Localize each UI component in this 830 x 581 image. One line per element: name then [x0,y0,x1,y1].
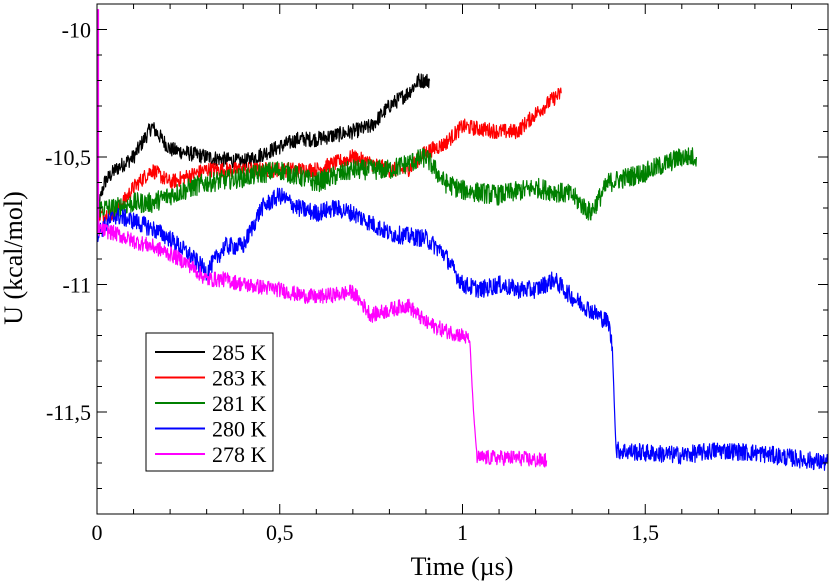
series-line-280-K [97,187,828,471]
x-tick-label: 0,5 [266,520,294,545]
legend-label: 285 K [212,340,267,365]
y-tick-label: -11,5 [46,400,91,425]
series-line-281-K [97,147,698,221]
x-tick-label: 1 [457,520,468,545]
legend-label: 280 K [212,417,267,442]
legend-label: 278 K [212,442,267,467]
y-tick-label: -11 [62,273,91,298]
series-layer [97,9,828,471]
plot-area [97,9,828,471]
series-line-283-K [97,87,562,223]
x-tick-label: 0 [92,520,103,545]
series-line-285-K [97,73,431,215]
series-line-278-K [97,221,548,468]
x-axis: 0 0,5 1 1,5 [92,4,792,545]
y-tick-label: -10 [62,18,91,43]
y-axis-label: U (kcal/mol) [0,191,28,325]
legend-label: 283 K [212,366,267,391]
y-axis: -10 -10,5 -11 -11,5 [45,3,828,515]
x-tick-label: 1,5 [632,520,660,545]
legend-label: 281 K [212,391,267,416]
y-tick-label: -10,5 [45,145,91,170]
x-axis-label: Time (µs) [411,552,514,581]
